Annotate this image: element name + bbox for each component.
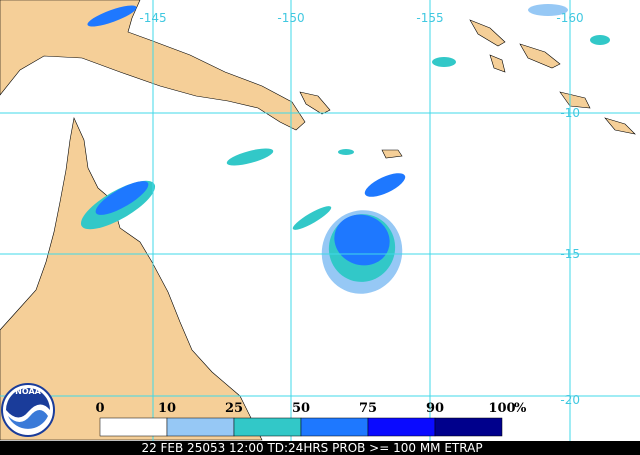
legend-label: 10 [158,401,176,416]
legend-unit: % [514,401,527,416]
legend-swatch [434,417,503,437]
legend: 0 10 25 50 75 90 100% [95,401,527,437]
logo-sky [6,388,50,418]
new-britain [299,91,331,115]
longitude-label: -145 [139,11,166,25]
island [604,117,636,135]
rain-area [590,35,610,45]
noaa-logo: NOAA [1,383,55,437]
longitude-label: -150 [277,11,304,25]
rain-area [292,206,332,230]
longitude-label: -160 [556,11,583,25]
legend-label: 90 [426,401,444,416]
longitude-label: -155 [416,11,443,25]
rain-area [95,181,149,215]
footer: 22 FEB 25053 12:00 TD:24HRS PROB >= 100 … [141,441,482,455]
legend-swatch [99,417,168,437]
legend-label: 75 [359,401,377,416]
legend-label: 50 [292,401,310,416]
legend-label: 100 [488,401,515,416]
island [519,43,561,69]
legend-swatch [233,417,302,437]
island [381,149,403,159]
latitude-label: -15 [560,247,580,261]
footer-bar [0,441,640,455]
coordinate-labels: -145 -150 -155 -160 -10 -15 -20 [139,11,583,407]
latitude-label: -20 [560,393,580,407]
bougainville [469,19,506,47]
rain-area [334,214,390,266]
rain-area [338,149,354,155]
legend-label: 0 [95,401,104,416]
legend-swatch [367,417,436,437]
logo-sea [8,410,48,429]
latitude-label: -10 [560,106,580,120]
legend-swatch [166,417,235,437]
island [489,54,506,73]
legend-swatch [300,417,369,437]
rain-area [87,5,137,27]
island [559,91,591,109]
rain-area [432,57,456,67]
graticule [0,0,640,441]
rain-area [364,173,406,197]
logo-text: NOAA [15,387,41,396]
legend-label: 25 [225,401,243,416]
rain-area [528,4,568,16]
rain-area [226,148,274,166]
rainfall [80,4,610,294]
